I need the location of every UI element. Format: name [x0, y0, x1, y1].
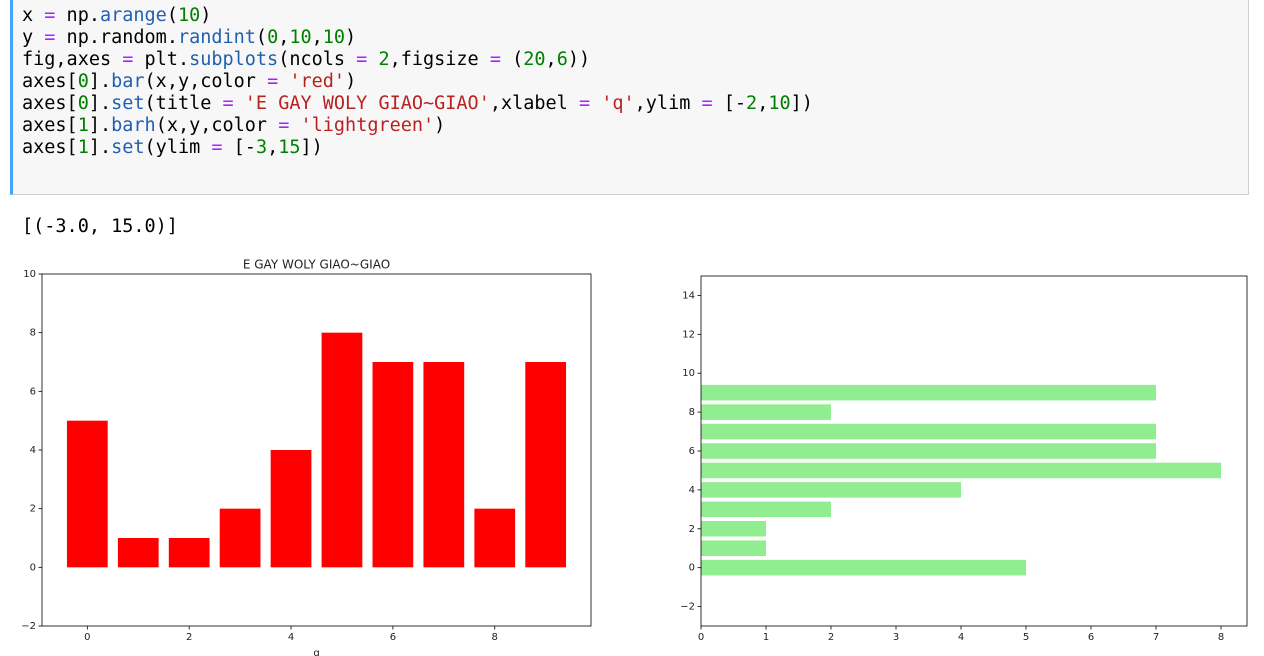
y-tick-label: 8 [689, 407, 695, 418]
y-tick-label: 2 [30, 504, 36, 515]
code-line: axes[1].set(ylim = [-3,15]) [22, 137, 323, 158]
code-line: axes[0].set(title = 'E GAY WOLY GIAO~GIA… [22, 93, 813, 114]
y-tick-label: 4 [30, 445, 36, 456]
y-tick-label: 10 [23, 269, 36, 280]
bar [525, 362, 567, 568]
axes-frame [41, 273, 592, 627]
bar [701, 462, 1221, 479]
bar [372, 362, 414, 568]
bar [423, 362, 465, 568]
code-line: fig,axes = plt.subplots(ncols = 2,figsiz… [22, 49, 591, 70]
bar [701, 521, 766, 537]
code-cell[interactable]: x = np.arange(10) y = np.random.randint(0… [10, 0, 1249, 195]
code-line: y = np.random.randint(0,10,10) [22, 27, 357, 48]
x-axis-label: q [313, 648, 319, 656]
y-tick-label: 4 [689, 485, 695, 496]
y-tick-label: 6 [30, 386, 36, 397]
bar [701, 482, 961, 498]
x-tick-label: 3 [893, 632, 899, 643]
y-tick-label: −2 [21, 621, 36, 632]
x-tick-label: 5 [1023, 632, 1029, 643]
x-tick-label: 7 [1153, 632, 1159, 643]
y-tick-label: 8 [30, 328, 36, 339]
y-tick-label: −2 [680, 602, 695, 613]
x-tick-label: 8 [492, 632, 498, 643]
bar [66, 420, 108, 568]
x-tick-label: 4 [958, 632, 964, 643]
code-line: axes[1].barh(x,y,color = 'lightgreen') [22, 115, 446, 136]
bar [270, 450, 312, 568]
y-tick-label: 2 [689, 524, 695, 535]
bar [701, 559, 1026, 576]
x-tick-label: 1 [763, 632, 769, 643]
bar [701, 404, 831, 420]
y-tick-label: 0 [689, 563, 695, 574]
x-tick-label: 4 [288, 632, 294, 643]
y-tick-label: 14 [682, 290, 695, 301]
y-tick-label: 12 [682, 329, 695, 340]
bar [219, 508, 261, 568]
bar [701, 540, 766, 556]
x-tick-label: 2 [186, 632, 192, 643]
bar [117, 538, 159, 568]
bar [321, 332, 363, 568]
x-tick-label: 0 [698, 632, 704, 643]
y-tick-label: 0 [30, 562, 36, 573]
bar [168, 538, 210, 568]
code-line: x = np.arange(10) [22, 5, 212, 26]
bar [474, 508, 516, 568]
bar [701, 501, 831, 518]
y-tick-label: 10 [682, 368, 695, 379]
bar [701, 423, 1156, 440]
y-tick-label: 6 [689, 446, 695, 457]
x-tick-label: 6 [390, 632, 396, 643]
x-tick-label: 8 [1218, 632, 1224, 643]
x-tick-label: 0 [84, 632, 90, 643]
bar [701, 443, 1156, 459]
cell-output: [(-3.0, 15.0)] [22, 216, 178, 237]
bar [701, 384, 1156, 401]
code-line: axes[0].bar(x,y,color = 'red') [22, 71, 357, 92]
x-tick-label: 6 [1088, 632, 1094, 643]
x-tick-label: 2 [828, 632, 834, 643]
chart-title: E GAY WOLY GIAO~GIAO [243, 258, 390, 272]
